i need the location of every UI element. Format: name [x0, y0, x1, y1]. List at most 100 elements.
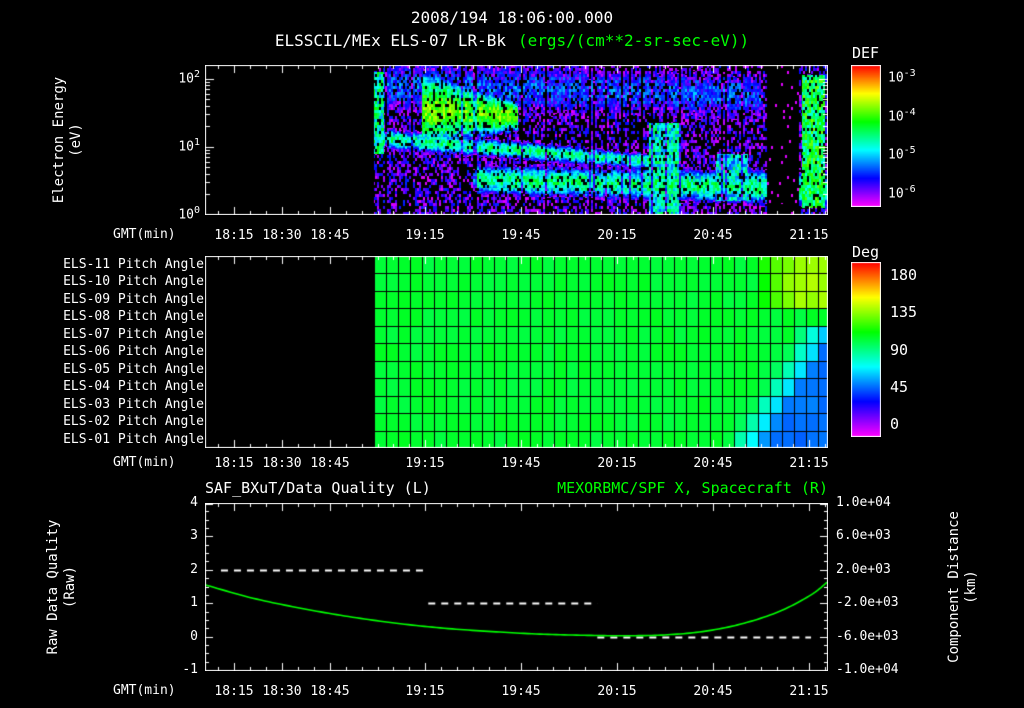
energy-axis-title-line2: (eV)	[68, 123, 84, 157]
def-tick-label: 10-6	[888, 185, 958, 203]
distance-tick-label: 2.0e+03	[836, 562, 891, 577]
time-tick-label: 20:15	[597, 456, 637, 471]
pitch-row-label: ELS-06 Pitch Angle	[63, 344, 204, 359]
quality-tick-label: -1	[182, 662, 198, 677]
quality-axis-title-line2: (Raw)	[62, 565, 78, 609]
pitch-row-label: ELS-03 Pitch Angle	[63, 397, 204, 412]
time-tick-label: 20:45	[693, 456, 733, 471]
time-tick-label: 19:15	[405, 228, 445, 243]
time-tick-label: 18:45	[310, 684, 350, 699]
def-tick-label: 10-4	[888, 108, 958, 126]
distance-tick-label: -2.0e+03	[836, 595, 899, 610]
distance-axis-title-line2: (km)	[963, 570, 979, 604]
time-tick-label: 19:15	[405, 456, 445, 471]
plot-title: ELSSCIL/MEx ELS-07 LR-Bk (ergs/(cm**2-sr-…	[0, 31, 1024, 50]
deg-colorbar-canvas2	[851, 262, 881, 437]
time-tick-label: 18:15	[214, 456, 254, 471]
exp-base: 10	[888, 70, 904, 86]
def-tick-label: 10-3	[888, 69, 958, 87]
time-tick-label: 19:15	[405, 684, 445, 699]
exp-value: -4	[903, 107, 916, 118]
energy-tick-label: 100	[140, 206, 200, 224]
pitch-row-label: ELS-10 Pitch Angle	[63, 274, 204, 289]
pitch-row-label: ELS-05 Pitch Angle	[63, 362, 204, 377]
exp-base: 10	[888, 109, 904, 125]
time-tick-label: 21:15	[789, 456, 829, 471]
quality-tick-label: 3	[190, 528, 198, 543]
quality-axis-title-line1: Raw Data Quality	[45, 519, 61, 655]
plot-title-text: ELSSCIL/MEx ELS-07 LR-Bk	[274, 31, 506, 50]
energy-axis-title-line1: Electron Energy	[51, 76, 67, 204]
deg-tick-label: 45	[890, 378, 909, 396]
exp-value: 0	[193, 205, 200, 216]
quality-tick-label: 0	[190, 629, 198, 644]
exp-value: 1	[193, 137, 200, 148]
exp-base: 10	[178, 139, 194, 155]
exp-base: 10	[178, 71, 194, 87]
datetime-title: 2008/194 18:06:00.000	[410, 8, 614, 27]
gmt-axis-label-2: GMT(min)	[113, 455, 176, 470]
pitch-row-label: ELS-09 Pitch Angle	[63, 292, 204, 307]
pitch-row-label: ELS-11 Pitch Angle	[63, 257, 204, 272]
exp-value: -6	[903, 184, 916, 195]
exp-value: 2	[193, 69, 200, 80]
gmt-axis-label-3: GMT(min)	[113, 683, 176, 698]
deg-tick-label: 90	[890, 341, 909, 359]
spacecraft-series-title: MEXORBMC/SPF X, Spacecraft (R)	[557, 479, 828, 497]
time-tick-label: 20:15	[597, 684, 637, 699]
quality-axis-title: Raw Data Quality (Raw)	[45, 497, 79, 677]
time-tick-label: 21:15	[789, 684, 829, 699]
time-tick-label: 18:30	[262, 456, 302, 471]
time-tick-label: 18:15	[214, 684, 254, 699]
distance-tick-label: 1.0e+04	[836, 495, 891, 510]
electron-spectrogram-canvas	[205, 65, 828, 215]
deg-colorbar-title: Deg	[852, 243, 880, 261]
time-tick-label: 18:30	[262, 684, 302, 699]
quality-tick-label: 2	[190, 562, 198, 577]
quality-series-title: SAF_BXuT/Data Quality (L)	[205, 479, 431, 497]
time-tick-label: 18:30	[262, 228, 302, 243]
pitch-row-label: ELS-04 Pitch Angle	[63, 379, 204, 394]
exp-base: 10	[178, 207, 194, 223]
pitch-angle-canvas	[205, 256, 828, 448]
quality-tick-label: 1	[190, 595, 198, 610]
pitch-row-label: ELS-07 Pitch Angle	[63, 327, 204, 342]
energy-tick-label: 102	[140, 70, 200, 88]
pitch-row-label: ELS-08 Pitch Angle	[63, 309, 204, 324]
quality-tick-label: 4	[190, 495, 198, 510]
def-colorbar-canvas	[851, 65, 881, 207]
def-tick-label: 10-5	[888, 146, 958, 164]
time-tick-label: 19:45	[501, 228, 541, 243]
quality-distance-canvas	[205, 503, 828, 671]
deg-tick-label: 135	[890, 303, 918, 321]
distance-axis-title-line1: Component Distance	[946, 511, 962, 663]
def-colorbar-title: DEF	[852, 44, 880, 62]
exp-base: 10	[888, 147, 904, 163]
deg-tick-label: 0	[890, 415, 900, 433]
time-tick-label: 20:45	[693, 684, 733, 699]
pitch-row-label: ELS-01 Pitch Angle	[63, 432, 204, 447]
distance-tick-label: -1.0e+04	[836, 662, 899, 677]
distance-tick-label: 6.0e+03	[836, 528, 891, 543]
time-tick-label: 19:45	[501, 456, 541, 471]
time-tick-label: 20:15	[597, 228, 637, 243]
deg-tick-label: 180	[890, 266, 918, 284]
distance-axis-title: Component Distance (km)	[946, 487, 980, 687]
pitch-row-label: ELS-02 Pitch Angle	[63, 414, 204, 429]
bottom-panel-titles: SAF_BXuT/Data Quality (L) MEXORBMC/SPF X…	[205, 479, 828, 497]
exp-value: -3	[903, 68, 916, 79]
distance-tick-label: -6.0e+03	[836, 629, 899, 644]
time-tick-label: 19:45	[501, 684, 541, 699]
time-tick-label: 18:45	[310, 228, 350, 243]
gmt-axis-label-1: GMT(min)	[113, 227, 176, 242]
plot-units-text: (ergs/(cm**2-sr-sec-eV))	[518, 31, 750, 50]
exp-value: -5	[903, 145, 916, 156]
time-tick-label: 20:45	[693, 228, 733, 243]
time-tick-label: 18:45	[310, 456, 350, 471]
exp-base: 10	[888, 186, 904, 202]
energy-axis-title: Electron Energy (eV)	[51, 60, 85, 220]
time-tick-label: 18:15	[214, 228, 254, 243]
time-tick-label: 21:15	[789, 228, 829, 243]
energy-tick-label: 101	[140, 138, 200, 156]
